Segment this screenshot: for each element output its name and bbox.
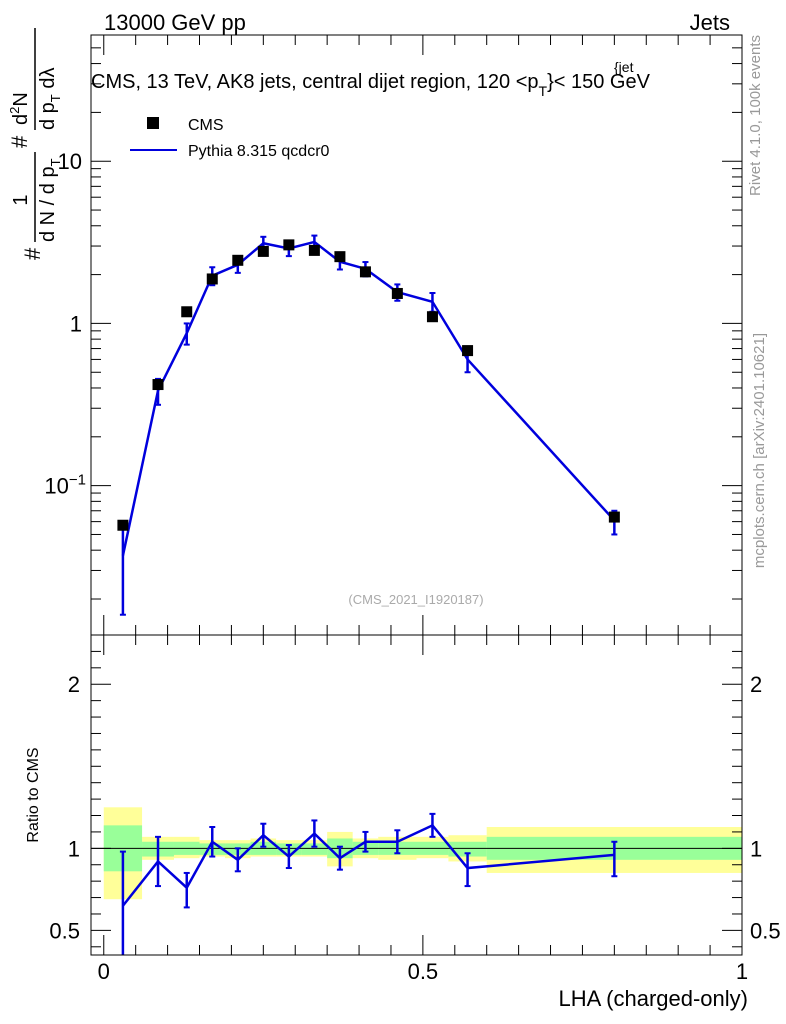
legend-pythia-label: Pythia 8.315 qcdcr0 [188, 143, 330, 160]
cms-data-point [283, 239, 295, 251]
ylabel-den1: d N / d pT [37, 158, 63, 242]
ratio-y-tick-label-left: 0.5 [49, 918, 80, 943]
ylabel-hash1: # [20, 247, 45, 260]
ratio-y-tick-label-left: 1 [68, 836, 80, 861]
ratio-y-tick-label-right: 0.5 [750, 918, 781, 943]
plot-title: CMS, 13 TeV, AK8 jets, central dijet reg… [91, 71, 651, 99]
ratio-band-green [448, 841, 487, 857]
side-rivet-label: Rivet 4.1.0, 100k events [747, 35, 764, 196]
side-site-label: mcplots.cern.ch [arXiv:2401.10621] [751, 333, 768, 568]
ratio-y-tick-label-right: 1 [750, 836, 762, 861]
ylabel-num2: d2N [7, 92, 32, 125]
x-axis-label: LHA (charged-only) [558, 986, 748, 1011]
ratio-y-tick-label-left: 2 [68, 672, 80, 697]
cms-data-point [257, 245, 269, 257]
cms-data-point [462, 345, 474, 357]
y-tick-label: 10 [58, 149, 82, 174]
main-y-axis-label: # 1 d N / d pT # d2N d pT dλ [7, 28, 63, 260]
ratio-y-axis-label: Ratio to CMS [25, 747, 42, 842]
cms-data-point [334, 251, 346, 263]
cms-data-point [391, 287, 403, 299]
cms-data-point [181, 306, 193, 318]
plot-title-superscript: {jet [614, 59, 634, 75]
x-tick-label: 1 [736, 959, 748, 984]
cms-data-point [308, 244, 320, 256]
ratio-data [119, 812, 618, 955]
y-tick-label-base: 10 [44, 474, 68, 499]
pythia-line [121, 240, 616, 556]
ratio-y-tick-label-right: 2 [750, 672, 762, 697]
cms-data-point [206, 273, 218, 285]
ratio-band-green [301, 843, 328, 855]
y-tick-label: 1 [70, 311, 82, 336]
x-tick-label: 0.5 [408, 959, 439, 984]
legend-cms-marker [147, 117, 159, 129]
cms-data-point [152, 379, 164, 391]
cms-data-point [359, 266, 371, 278]
cms-data-point [117, 519, 129, 531]
cms-data-point [232, 254, 244, 266]
y-tick-label-exp: −1 [69, 472, 86, 489]
ratio-frame [90, 634, 743, 956]
ylabel-num1: 1 [10, 194, 32, 205]
ylabel-den2: d pT dλ [37, 68, 63, 130]
analysis-watermark: (CMS_2021_I1920187) [348, 592, 483, 607]
x-tick-label: 0 [98, 959, 110, 984]
group-label: Jets [690, 10, 730, 35]
main-data [117, 234, 620, 616]
cms-data-point [426, 311, 438, 323]
legend-cms-label: CMS [188, 117, 224, 134]
ylabel-hash2: # [7, 135, 32, 148]
ratio-pythia-line [121, 823, 615, 907]
ratio-panel: 0.5 0.51 12 20 0.5 1 [49, 634, 781, 984]
y-tick-label: 10−1 [44, 472, 86, 499]
cms-data-point [608, 511, 620, 523]
ratio-axis-ticks: 0.5 0.51 12 20 0.5 1 [49, 635, 781, 984]
energy-label: 13000 GeV pp [104, 10, 246, 35]
